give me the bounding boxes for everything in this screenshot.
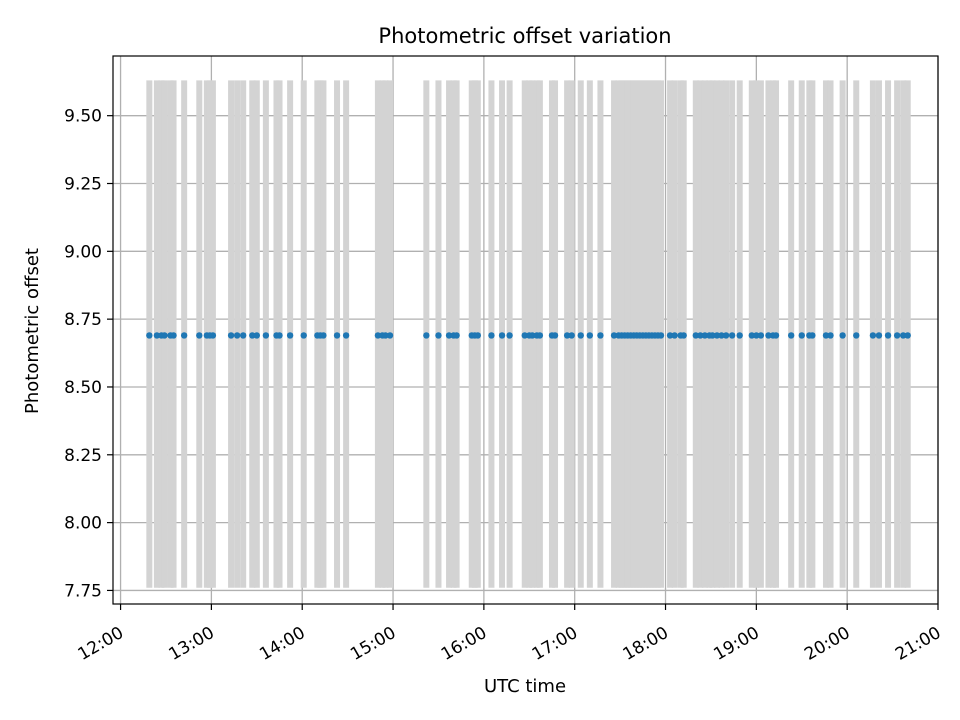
data-point: [671, 332, 678, 339]
data-point: [875, 332, 883, 339]
data-point: [610, 332, 618, 339]
data-point: [153, 332, 161, 339]
data-point: [300, 332, 307, 339]
data-point: [521, 332, 528, 339]
data-point: [474, 332, 482, 339]
data-point: [146, 332, 153, 339]
data-point: [586, 332, 594, 339]
y-tick-label: 8.50: [64, 378, 102, 398]
data-point: [568, 332, 575, 339]
data-point: [333, 332, 341, 339]
data-point: [577, 332, 584, 339]
data-points: [146, 332, 911, 339]
data-point: [809, 332, 816, 339]
data-point: [342, 332, 350, 339]
data-point: [498, 332, 506, 339]
data-point: [827, 332, 834, 339]
data-point: [253, 332, 261, 339]
data-point: [722, 332, 730, 339]
data-point: [757, 332, 765, 339]
data-point: [853, 332, 860, 339]
data-point: [680, 332, 687, 339]
data-point: [276, 332, 283, 339]
data-point: [563, 332, 571, 339]
y-tick-label: 7.75: [64, 581, 102, 601]
chart-title: Photometric offset variation: [378, 24, 671, 48]
data-point: [227, 332, 235, 339]
data-point: [435, 332, 442, 339]
data-point: [262, 332, 270, 339]
data-point: [904, 332, 911, 339]
data-point: [386, 332, 394, 339]
data-point: [701, 332, 709, 339]
data-point: [748, 332, 756, 339]
y-tick-label: 8.25: [64, 446, 102, 466]
data-point: [718, 332, 725, 339]
data-point: [697, 332, 704, 339]
data-point: [445, 332, 453, 339]
data-point: [196, 332, 203, 339]
y-tick-label: 9.25: [64, 175, 102, 195]
data-point: [170, 332, 177, 339]
data-point: [772, 332, 780, 339]
data-point: [286, 332, 294, 339]
data-point: [713, 332, 721, 339]
data-point: [666, 332, 674, 339]
data-point: [161, 332, 168, 339]
data-point: [692, 332, 699, 339]
data-point: [320, 332, 327, 339]
data-point: [884, 332, 892, 339]
y-axis-ticks: 7.75 8.00 8.25 8.50 8.75 9.00 9.25 9.50: [64, 107, 113, 601]
data-point: [239, 332, 247, 339]
data-point: [893, 332, 901, 339]
data-point: [551, 332, 559, 339]
data-point: [728, 332, 736, 339]
data-point: [374, 332, 382, 339]
data-point: [233, 332, 241, 339]
data-point: [839, 332, 846, 339]
data-point: [423, 332, 430, 339]
data-point: [209, 332, 217, 339]
y-tick-label: 9.50: [64, 107, 102, 127]
data-point: [709, 332, 716, 339]
data-point: [249, 332, 256, 339]
data-point: [765, 332, 772, 339]
y-tick-label: 8.75: [64, 310, 102, 330]
data-point: [488, 332, 495, 339]
y-tick-label: 9.00: [64, 242, 102, 262]
data-point: [869, 332, 877, 339]
data-point: [536, 332, 544, 339]
data-point: [736, 332, 743, 339]
data-point: [899, 332, 907, 339]
data-point: [787, 332, 795, 339]
data-point: [506, 332, 513, 339]
y-tick-label: 8.00: [64, 514, 102, 534]
data-point: [529, 332, 536, 339]
data-point: [180, 332, 188, 339]
data-point: [753, 332, 760, 339]
y-axis-label: Photometric offset: [22, 248, 43, 414]
data-point: [597, 332, 604, 339]
data-point: [453, 332, 460, 339]
plot-frame: [112, 55, 939, 605]
data-point: [822, 332, 830, 339]
data-point: [382, 332, 389, 339]
x-axis-label: UTC time: [484, 676, 566, 697]
data-point: [798, 332, 805, 339]
data-point: [657, 332, 665, 339]
